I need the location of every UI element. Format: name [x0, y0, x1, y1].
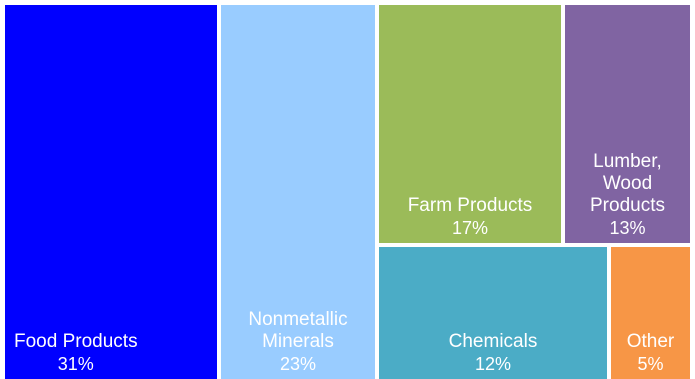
tile-label-line: Minerals — [262, 331, 334, 352]
tile-label-group: Nonmetallic Minerals 23% — [248, 309, 347, 379]
tile-label-line: Products — [590, 195, 665, 216]
treemap-tile-other: Other 5% — [611, 247, 690, 379]
tile-label-group: Other 5% — [627, 331, 675, 379]
treemap-tile-chemicals: Chemicals 12% — [379, 247, 607, 379]
tile-percent-label: 17% — [451, 218, 489, 238]
tile-label-line: Lumber, — [593, 151, 662, 172]
tile-percent-label: 12% — [474, 354, 511, 374]
tile-label-group: Lumber, Wood Products 13% — [590, 151, 665, 243]
tile-percent-label: 13% — [609, 218, 646, 238]
tile-percent-label: 23% — [279, 354, 316, 374]
tile-label-line: Chemicals — [448, 331, 538, 352]
tile-label-group: Farm Products 17% — [408, 195, 533, 243]
tile-percent-label: 31% — [57, 354, 94, 374]
tile-percent-label: 5% — [637, 354, 664, 374]
treemap-tile-farm-products: Farm Products 17% — [379, 5, 561, 243]
tile-label-line: Nonmetallic — [248, 309, 348, 330]
tile-label-line: Other — [626, 331, 675, 352]
treemap-tile-lumber-wood-products: Lumber, Wood Products 13% — [565, 5, 690, 243]
treemap-tile-food-products: Food Products 31% — [5, 5, 217, 379]
tile-label-line: Wood — [602, 173, 653, 194]
tile-label-line: Farm Products — [407, 195, 533, 216]
tile-label-line: Food Products — [14, 331, 138, 352]
tile-label-group: Food Products 31% — [5, 331, 138, 379]
tile-label-group: Chemicals 12% — [449, 331, 538, 379]
treemap-tile-nonmetallic-minerals: Nonmetallic Minerals 23% — [221, 5, 375, 379]
